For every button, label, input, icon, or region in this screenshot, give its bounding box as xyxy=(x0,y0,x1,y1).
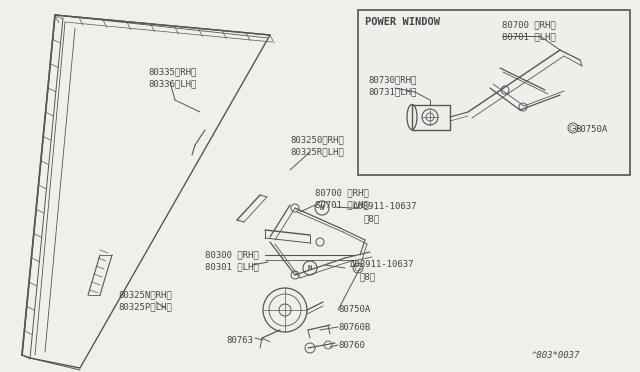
Bar xyxy=(358,10,630,175)
Text: 803250〈RH〉: 803250〈RH〉 xyxy=(290,135,344,144)
Text: 〲8〳: 〲8〳 xyxy=(363,214,379,223)
Text: 80335〈RH〉: 80335〈RH〉 xyxy=(148,67,196,76)
Text: 80760: 80760 xyxy=(338,341,365,350)
Text: 80701 〈LH〉: 80701 〈LH〉 xyxy=(315,200,369,209)
Text: 80760B: 80760B xyxy=(338,323,371,332)
Text: ^803*0037: ^803*0037 xyxy=(532,351,580,360)
Text: 80750A: 80750A xyxy=(338,305,371,314)
Text: N: N xyxy=(308,265,312,271)
Text: Δ08911-10637: Δ08911-10637 xyxy=(353,202,417,211)
Text: 80336〈LH〉: 80336〈LH〉 xyxy=(148,79,196,88)
Text: 80325R〈LH〉: 80325R〈LH〉 xyxy=(290,147,344,156)
Text: 80700 〈RH〉: 80700 〈RH〉 xyxy=(502,20,556,29)
Text: N: N xyxy=(320,205,324,211)
Text: 80325P〈LH〉: 80325P〈LH〉 xyxy=(118,302,172,311)
Text: 80730〈RH〉: 80730〈RH〉 xyxy=(368,75,417,84)
Text: 〲8〳: 〲8〳 xyxy=(360,272,376,281)
Text: 80700 〈RH〉: 80700 〈RH〉 xyxy=(315,188,369,197)
Text: 80300 〈RH〉: 80300 〈RH〉 xyxy=(205,250,259,259)
Text: Δ08911-10637: Δ08911-10637 xyxy=(350,260,415,269)
Text: 80731〈LH〉: 80731〈LH〉 xyxy=(368,87,417,96)
Text: 80325N〈RH〉: 80325N〈RH〉 xyxy=(118,290,172,299)
Text: 80701 〈LH〉: 80701 〈LH〉 xyxy=(502,32,556,41)
Text: POWER WINDOW: POWER WINDOW xyxy=(365,17,440,27)
Text: 80763: 80763 xyxy=(226,336,253,345)
Text: 80301 〈LH〉: 80301 〈LH〉 xyxy=(205,262,259,271)
Text: 80750A: 80750A xyxy=(575,125,607,134)
